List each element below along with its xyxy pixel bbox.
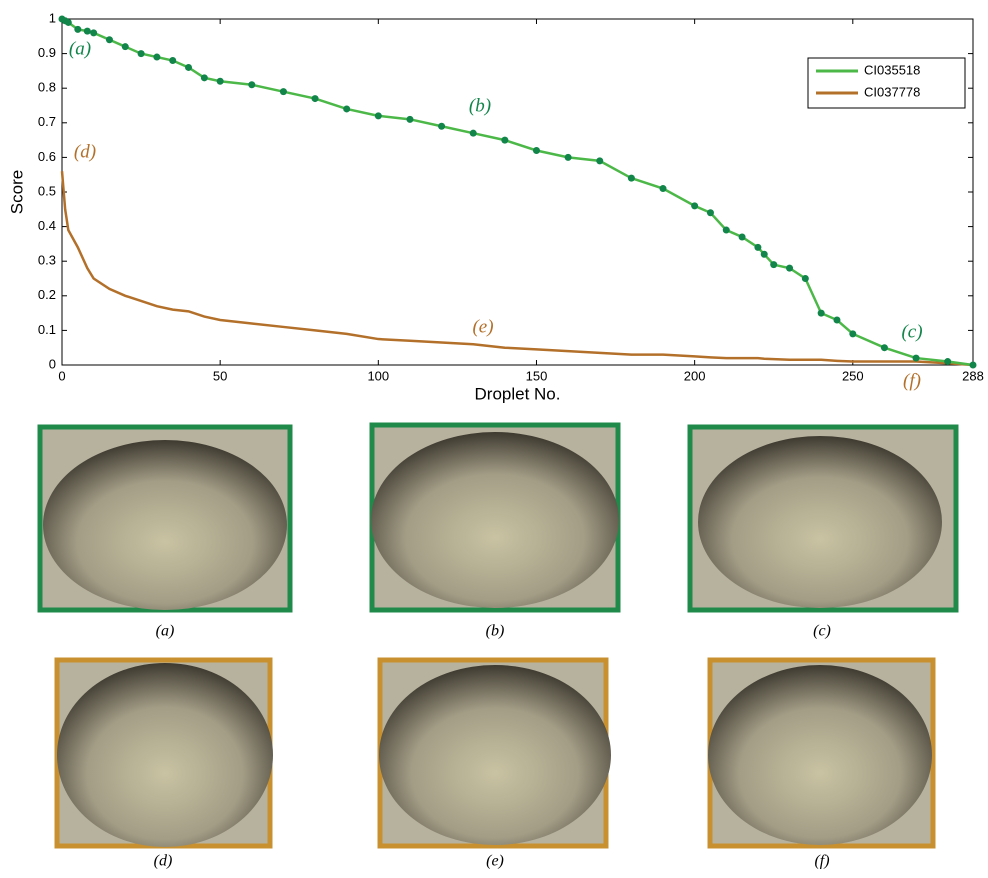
series-marker (185, 63, 193, 71)
annotation: (f) (903, 370, 921, 391)
panel-caption: (d) (154, 853, 173, 870)
annotation: (c) (901, 321, 922, 342)
x-tick-label: 50 (213, 368, 227, 383)
droplet (371, 432, 619, 608)
series-marker (944, 358, 952, 366)
y-tick-label: 0.5 (38, 183, 56, 198)
y-axis-label: Score (7, 170, 26, 214)
series-marker (627, 174, 635, 182)
legend-label: CI037778 (864, 84, 920, 99)
photos (37, 422, 959, 849)
y-tick-label: 0.2 (38, 287, 56, 302)
series-marker (121, 43, 129, 51)
y-tick-label: 0.7 (38, 114, 56, 129)
y-tick-label: 0.4 (38, 218, 56, 233)
panel-caption: (f) (814, 853, 829, 870)
legend-box (807, 57, 966, 109)
series-marker (801, 275, 809, 282)
x-tick-label: 150 (526, 368, 548, 383)
panel-caption: (e) (486, 853, 504, 870)
series-marker (153, 53, 161, 61)
annotation: (e) (472, 316, 493, 337)
series-marker (279, 88, 287, 96)
droplet (43, 440, 287, 610)
panel-caption: (a) (156, 623, 175, 640)
x-tick-label: 100 (367, 368, 389, 383)
series-marker (786, 264, 794, 272)
series-marker (216, 77, 224, 85)
series-marker (770, 261, 778, 269)
droplet (379, 665, 611, 845)
series-marker (880, 344, 888, 352)
series-marker (74, 25, 82, 33)
series-marker (64, 18, 72, 26)
series-marker (912, 354, 920, 362)
series-marker (83, 27, 91, 35)
series-marker (406, 115, 414, 123)
series-marker (501, 136, 509, 144)
series-marker (817, 309, 825, 317)
series-marker (849, 330, 857, 338)
series-marker (596, 157, 604, 165)
legend-label: CI035518 (864, 62, 920, 77)
x-tick-label: 288 (962, 368, 984, 383)
series-line (60, 171, 974, 367)
droplet (708, 665, 932, 845)
y-tick-label: 0.8 (38, 80, 56, 95)
x-tick-label: 200 (684, 368, 706, 383)
series-marker (532, 146, 540, 154)
y-tick-label: 0.9 (38, 45, 56, 60)
series-marker (311, 95, 319, 103)
series-marker (137, 50, 145, 58)
x-axis-label: Droplet No. (475, 384, 561, 403)
annotation: (b) (469, 95, 491, 116)
series-marker (564, 153, 572, 161)
series-marker (374, 112, 382, 120)
droplet (57, 663, 273, 847)
panel-caption: (b) (486, 623, 505, 640)
series-marker (200, 74, 208, 82)
droplet (698, 436, 942, 608)
series-marker (760, 250, 768, 258)
series-marker (659, 185, 667, 193)
series-marker (469, 129, 477, 137)
y-tick-label: 0.6 (38, 149, 56, 164)
annotation: (d) (74, 141, 96, 162)
series-marker (90, 29, 98, 37)
x-tick-label: 0 (58, 368, 65, 383)
series-marker (754, 243, 762, 251)
series-marker (343, 105, 351, 113)
series-marker (438, 122, 446, 130)
y-tick-label: 0.1 (38, 322, 56, 337)
series-marker (722, 226, 730, 234)
y-tick-label: 0.3 (38, 253, 56, 268)
x-tick-label: 250 (842, 368, 864, 383)
series-marker (169, 57, 177, 65)
y-tick-label: 1 (49, 10, 56, 25)
series-marker (706, 209, 714, 217)
annotation: (a) (69, 38, 91, 59)
series-marker (833, 316, 841, 324)
panel-caption: (c) (813, 623, 831, 640)
series-marker (969, 361, 977, 369)
series-marker (691, 202, 699, 210)
series-marker (248, 81, 256, 89)
series-marker (738, 233, 746, 241)
y-tick-label: 0 (49, 356, 56, 371)
series-marker (105, 36, 113, 44)
